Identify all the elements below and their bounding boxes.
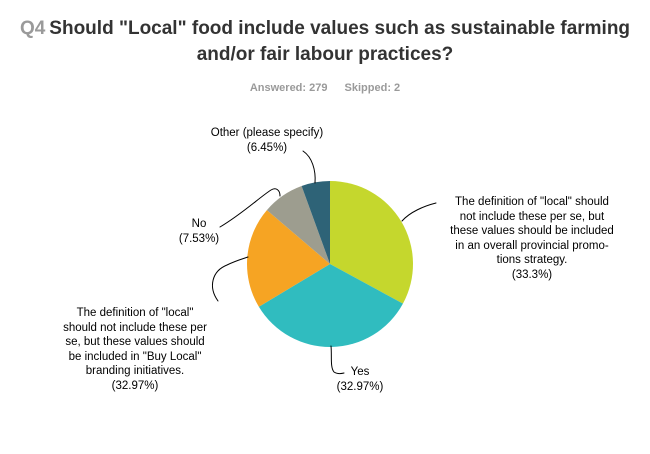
label-line: Other (please specify) bbox=[210, 127, 324, 139]
label-line: should not include these per bbox=[63, 321, 207, 334]
label-percent: (32.97%) bbox=[111, 379, 159, 392]
label-line: The definition of "local" bbox=[76, 307, 194, 319]
answered-count: Answered: 279 bbox=[249, 82, 328, 94]
slice-label-yes: Yes (32.97%) bbox=[316, 365, 404, 394]
question-title: Q4 Should "Local" food include values suc… bbox=[0, 16, 650, 68]
slice-label-provincial-strategy: The definition of "local" should not inc… bbox=[436, 195, 628, 283]
label-line: these values should be included bbox=[450, 225, 614, 238]
label-line: branding initiatives. bbox=[85, 365, 185, 378]
skipped-count: Skipped: 2 bbox=[344, 82, 401, 94]
label-percent: (32.97%) bbox=[336, 380, 384, 393]
response-meta: Answered: 279 Skipped: 2 bbox=[0, 82, 650, 94]
label-line: in an overall provincial promo- bbox=[455, 239, 609, 252]
question-title-line2: and/or fair labour practices? bbox=[196, 44, 454, 65]
slice-label-other: Other (please specify) (6.45%) bbox=[186, 126, 348, 155]
pie-slice-no bbox=[266, 186, 330, 264]
label-line: No bbox=[191, 218, 207, 230]
label-line: not include these per se, but bbox=[459, 210, 605, 223]
label-line: The definition of "local" should bbox=[455, 196, 609, 208]
question-number: Q4 bbox=[19, 18, 46, 39]
pie-slice-provincial-strategy bbox=[330, 181, 413, 304]
question-title-line1: Should "Local" food include values such … bbox=[49, 18, 631, 39]
label-line: be included in "Buy Local" bbox=[68, 350, 202, 363]
label-percent: (33.3%) bbox=[511, 268, 553, 281]
slice-label-no: No (7.53%) bbox=[156, 217, 242, 246]
slice-label-buy-local: The definition of "local" should not inc… bbox=[45, 306, 225, 394]
label-percent: (7.53%) bbox=[178, 232, 220, 245]
leader-line-buy-local bbox=[212, 256, 249, 302]
pie-slice-buy-local-branding bbox=[247, 210, 330, 307]
label-line: Yes bbox=[350, 366, 370, 378]
label-line: tions strategy. bbox=[496, 254, 568, 267]
leader-line-yes bbox=[330, 345, 345, 375]
pie-slice-other-please-specify bbox=[301, 181, 330, 264]
leader-line-other bbox=[302, 150, 316, 184]
leader-line-no bbox=[219, 188, 281, 228]
pie-slices bbox=[247, 181, 413, 347]
label-percent: (6.45%) bbox=[246, 141, 288, 154]
label-line: se, but these values should bbox=[65, 336, 205, 349]
leader-line-provincial-strategy bbox=[401, 202, 437, 222]
pie-slice-yes bbox=[258, 264, 403, 347]
